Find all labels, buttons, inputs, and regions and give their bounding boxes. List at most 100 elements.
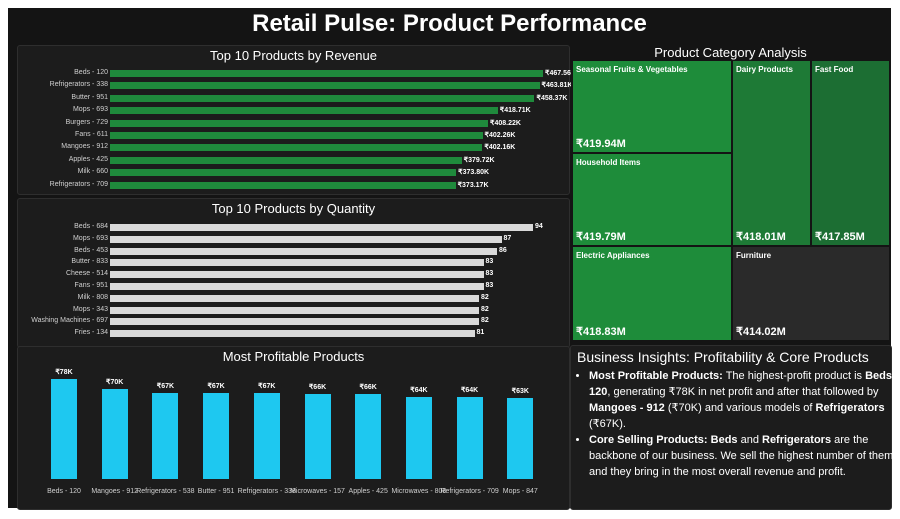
quantity-bar[interactable]: [110, 306, 479, 314]
category-tile[interactable]: Household Items ₹419.79M: [572, 153, 732, 246]
quantity-bar[interactable]: [110, 330, 475, 338]
profit-bar[interactable]: [101, 389, 128, 479]
profit-label: Microwaves - 157: [290, 488, 345, 495]
profit-label: Beds - 120: [47, 488, 81, 495]
category-panel[interactable]: Product Category Analysis Seasonal Fruit…: [571, 45, 890, 341]
category-tile[interactable]: Fast Food ₹417.85M: [811, 60, 890, 246]
revenue-bar[interactable]: [110, 156, 462, 164]
profit-label: Mops - 847: [502, 488, 538, 495]
insight-1-text-2: , generating ₹78K in net profit and afte…: [607, 386, 879, 398]
revenue-bar[interactable]: [110, 107, 498, 115]
insight-2-text-2: are the backbone of our business. We sel…: [589, 434, 897, 478]
quantity-row[interactable]: Fries - 134 81: [18, 328, 569, 339]
revenue-label: Mops - 693: [72, 106, 108, 114]
category-tile[interactable]: Furniture ₹414.02M: [732, 246, 890, 341]
quantity-row[interactable]: Fans - 951 83: [18, 281, 569, 292]
profit-bar[interactable]: [355, 394, 382, 479]
quantity-value: 83: [485, 258, 494, 266]
profit-bar[interactable]: [456, 396, 483, 479]
quantity-bar[interactable]: [110, 318, 479, 326]
profit-bar[interactable]: [507, 398, 534, 479]
profit-bar[interactable]: [152, 393, 179, 479]
quantity-bar[interactable]: [110, 294, 479, 302]
revenue-value: ₹463.81K: [541, 82, 573, 90]
quantity-label: Milk - 808: [77, 293, 108, 301]
quantity-row[interactable]: Beds - 453 86: [18, 246, 569, 257]
category-tile-value: ₹417.85M: [815, 231, 865, 243]
quantity-bar[interactable]: [110, 247, 497, 255]
quantity-value: 82: [481, 317, 489, 325]
revenue-bar[interactable]: [110, 119, 489, 127]
revenue-value: ₹408.22K: [490, 119, 521, 127]
category-title: Product Category Analysis: [654, 45, 807, 60]
category-treemap: Seasonal Fruits & Vegetables ₹419.94M Hous…: [572, 60, 890, 341]
quantity-bar[interactable]: [110, 235, 502, 243]
revenue-bar[interactable]: [110, 181, 456, 189]
revenue-row[interactable]: Burgers - 729 ₹408.22K: [18, 118, 569, 129]
insight-1-bold-2: Mangoes - 912: [589, 402, 665, 414]
revenue-label: Apples - 425: [68, 155, 108, 163]
revenue-row[interactable]: Refrigerators - 338 ₹463.81K: [18, 80, 572, 91]
revenue-row[interactable]: Mops - 693 ₹418.71K: [18, 105, 569, 116]
quantity-row[interactable]: Beds - 684 94: [18, 222, 569, 233]
revenue-value: ₹418.71K: [499, 107, 531, 115]
quantity-row[interactable]: Milk - 808 82: [18, 293, 569, 304]
profit-bar[interactable]: [253, 393, 280, 479]
quantity-bar[interactable]: [110, 283, 484, 290]
revenue-row[interactable]: Butter - 951 ₹458.37K: [18, 93, 569, 104]
profit-value: ₹64K: [410, 386, 428, 394]
revenue-bar[interactable]: [110, 70, 543, 77]
profit-label: Refrigerators - 538: [136, 488, 195, 495]
revenue-row[interactable]: Fans - 611 ₹402.26K: [18, 130, 569, 141]
quantity-bar[interactable]: [110, 224, 533, 231]
quantity-row[interactable]: Washing Machines - 697 82: [18, 316, 569, 327]
quantity-label: Mops - 343: [72, 305, 108, 313]
quantity-value: 81: [476, 329, 485, 337]
quantity-bars: Beds - 684 94 Mops - 693 87 Beds - 453 86 Butt…: [18, 222, 569, 347]
quantity-label: Fries - 134: [74, 329, 108, 337]
profit-chart-panel[interactable]: Most Profitable Products ₹78K Beds - 120 ₹…: [17, 346, 570, 510]
revenue-bar[interactable]: [110, 132, 483, 139]
profit-value: ₹63K: [511, 388, 529, 396]
quantity-bar[interactable]: [110, 259, 484, 267]
profit-bar[interactable]: [405, 396, 432, 479]
revenue-row[interactable]: Beds - 120 ₹467.56K: [18, 68, 576, 79]
quantity-value: 82: [481, 305, 489, 313]
profit-bar[interactable]: [304, 394, 331, 479]
profit-value: ₹64K: [460, 386, 479, 394]
dashboard-title: Retail Pulse: Product Performance: [252, 10, 647, 37]
profit-bar[interactable]: [203, 393, 230, 479]
quantity-row[interactable]: Mops - 343 82: [18, 305, 569, 316]
category-tile[interactable]: Seasonal Fruits & Vegetables ₹419.94M: [572, 60, 732, 153]
profit-value: ₹70K: [106, 379, 124, 387]
revenue-row[interactable]: Mangoes - 912 ₹402.16K: [18, 142, 569, 153]
revenue-label: Mangoes - 912: [61, 143, 108, 151]
revenue-row[interactable]: Apples - 425 ₹379.72K: [18, 155, 569, 166]
quantity-row[interactable]: Butter - 833 83: [18, 257, 569, 268]
revenue-value: ₹467.56K: [545, 70, 576, 77]
profit-value: ₹67K: [156, 383, 175, 391]
revenue-bar[interactable]: [110, 144, 483, 152]
revenue-bar[interactable]: [110, 82, 540, 90]
insight-1-bold-3: Refrigerators: [815, 402, 885, 414]
revenue-bar[interactable]: [110, 169, 457, 177]
category-tile[interactable]: Electric Appliances ₹418.83M: [572, 246, 732, 341]
category-tile[interactable]: Dairy Products ₹418.01M: [732, 60, 811, 246]
revenue-bar[interactable]: [110, 94, 535, 102]
quantity-chart-panel[interactable]: Top 10 Products by Quantity Beds - 684 94…: [17, 198, 570, 348]
quantity-bar[interactable]: [110, 271, 484, 279]
quantity-row[interactable]: Mops - 693 87: [18, 234, 569, 245]
quantity-chart-title: Top 10 Products by Quantity: [211, 201, 376, 216]
revenue-chart-panel[interactable]: Top 10 Products by Revenue Beds - 120 ₹46…: [17, 45, 576, 195]
insight-1-text-4: (₹67K).: [589, 418, 626, 430]
revenue-row[interactable]: Milk - 660 ₹373.80K: [18, 167, 569, 178]
profit-label: Apples - 425: [348, 488, 388, 495]
revenue-row[interactable]: Refrigerators - 709 ₹373.17K: [18, 180, 569, 191]
quantity-row[interactable]: Cheese - 514 83: [18, 269, 569, 280]
profit-label: Microwaves - 808: [391, 488, 447, 495]
quantity-value: 94: [535, 223, 543, 230]
profit-bar[interactable]: [51, 379, 77, 479]
insight-1-text-1: The highest-profit product is: [722, 370, 866, 382]
quantity-value: 83: [485, 282, 494, 289]
profit-value: ₹66K: [359, 384, 377, 392]
